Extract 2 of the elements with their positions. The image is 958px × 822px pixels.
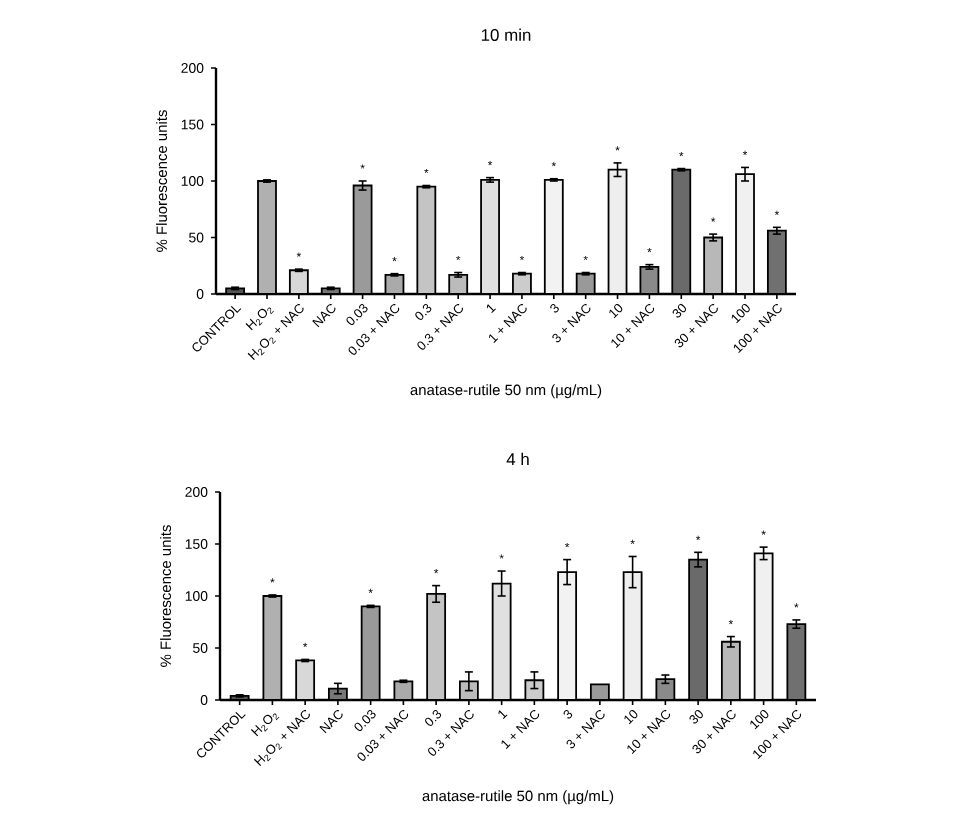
chart-title: 4 h xyxy=(506,452,529,466)
chart-title: 10 min xyxy=(481,28,531,41)
